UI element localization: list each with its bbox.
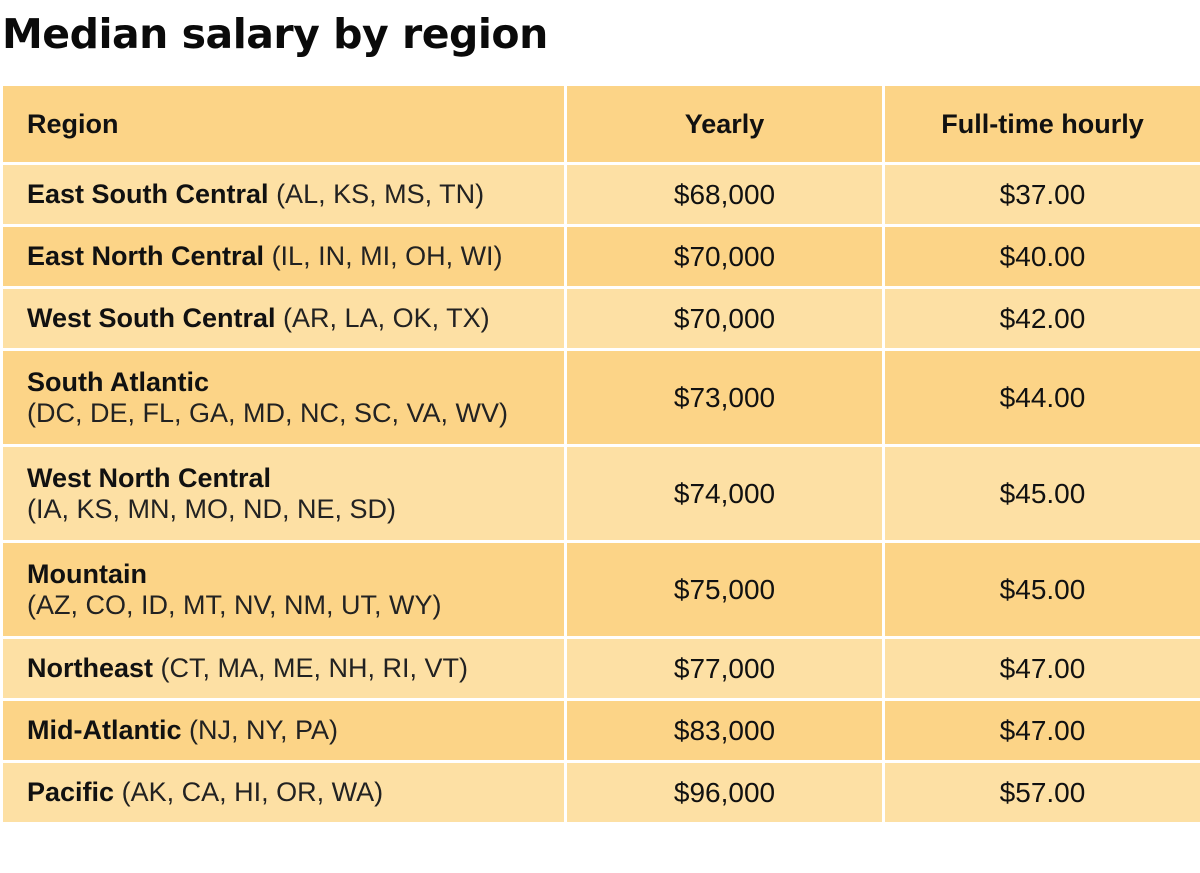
region-states: (IA, KS, MN, MO, ND, NE, SD) xyxy=(27,493,397,524)
hourly-cell: $37.00 xyxy=(882,162,1200,227)
header-row: Region Yearly Full-time hourly xyxy=(0,83,1200,165)
table-row: Northeast (CT, MA, ME, NH, RI, VT) $77,0… xyxy=(0,636,1200,701)
region-cell: East North Central (IL, IN, MI, OH, WI) xyxy=(0,224,567,289)
table-row: West North Central (IA, KS, MN, MO, ND, N… xyxy=(0,444,1200,543)
region-states: (AL, KS, MS, TN) xyxy=(276,179,485,209)
region-name: Mid-Atlantic xyxy=(27,715,182,745)
region-states: (CT, MA, ME, NH, RI, VT) xyxy=(160,653,469,683)
region-name: East North Central xyxy=(27,241,265,271)
hourly-cell: $47.00 xyxy=(882,698,1200,763)
yearly-cell: $70,000 xyxy=(564,224,885,289)
region-states: (AZ, CO, ID, MT, NV, NM, UT, WY) xyxy=(27,589,442,620)
table-row: Mountain (AZ, CO, ID, MT, NV, NM, UT, WY)… xyxy=(0,540,1200,639)
header-region: Region xyxy=(0,83,567,165)
yearly-cell: $77,000 xyxy=(564,636,885,701)
header-yearly: Yearly xyxy=(564,83,885,165)
table-row: East South Central (AL, KS, MS, TN) $68,… xyxy=(0,162,1200,227)
region-cell: Northeast (CT, MA, ME, NH, RI, VT) xyxy=(0,636,567,701)
hourly-cell: $42.00 xyxy=(882,286,1200,351)
yearly-cell: $73,000 xyxy=(564,348,885,447)
region-name: West North Central xyxy=(27,462,272,493)
region-name: Pacific xyxy=(27,777,115,807)
region-cell: West North Central (IA, KS, MN, MO, ND, N… xyxy=(0,444,567,543)
hourly-cell: $57.00 xyxy=(882,760,1200,825)
region-states: (IL, IN, MI, OH, WI) xyxy=(271,241,503,271)
region-name: Mountain xyxy=(27,558,147,589)
hourly-cell: $45.00 xyxy=(882,540,1200,639)
region-states: (DC, DE, FL, GA, MD, NC, SC, VA, WV) xyxy=(27,397,509,428)
region-name: East South Central xyxy=(27,179,269,209)
header-hourly: Full-time hourly xyxy=(882,83,1200,165)
region-cell: Mid-Atlantic (NJ, NY, PA) xyxy=(0,698,567,763)
region-name: South Atlantic xyxy=(27,366,209,397)
yearly-cell: $96,000 xyxy=(564,760,885,825)
hourly-cell: $45.00 xyxy=(882,444,1200,543)
yearly-cell: $70,000 xyxy=(564,286,885,351)
region-name: West South Central xyxy=(27,303,276,333)
region-name: Northeast xyxy=(27,653,154,683)
table-row: West South Central (AR, LA, OK, TX) $70,… xyxy=(0,286,1200,351)
yearly-cell: $83,000 xyxy=(564,698,885,763)
yearly-cell: $74,000 xyxy=(564,444,885,543)
salary-table: Region Yearly Full-time hourly East Sout… xyxy=(0,83,1200,825)
hourly-cell: $47.00 xyxy=(882,636,1200,701)
table-row: East North Central (IL, IN, MI, OH, WI) … xyxy=(0,224,1200,289)
yearly-cell: $75,000 xyxy=(564,540,885,639)
table-row: Mid-Atlantic (NJ, NY, PA) $83,000 $47.00 xyxy=(0,698,1200,763)
region-cell: Pacific (AK, CA, HI, OR, WA) xyxy=(0,760,567,825)
region-states: (AR, LA, OK, TX) xyxy=(283,303,490,333)
table-row: South Atlantic (DC, DE, FL, GA, MD, NC, S… xyxy=(0,348,1200,447)
yearly-cell: $68,000 xyxy=(564,162,885,227)
region-cell: East South Central (AL, KS, MS, TN) xyxy=(0,162,567,227)
region-states: (AK, CA, HI, OR, WA) xyxy=(121,777,384,807)
table-row: Pacific (AK, CA, HI, OR, WA) $96,000 $57… xyxy=(0,760,1200,825)
region-states: (NJ, NY, PA) xyxy=(189,715,339,745)
region-cell: South Atlantic (DC, DE, FL, GA, MD, NC, S… xyxy=(0,348,567,447)
page-title: Median salary by region xyxy=(2,10,548,58)
hourly-cell: $44.00 xyxy=(882,348,1200,447)
region-cell: Mountain (AZ, CO, ID, MT, NV, NM, UT, WY) xyxy=(0,540,567,639)
region-cell: West South Central (AR, LA, OK, TX) xyxy=(0,286,567,351)
hourly-cell: $40.00 xyxy=(882,224,1200,289)
